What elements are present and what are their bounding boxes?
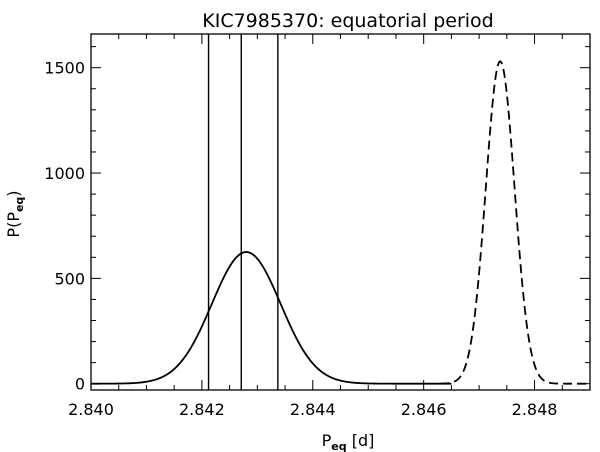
y-tick-label: 0 bbox=[75, 375, 85, 394]
x-tick-label: 2.840 bbox=[68, 400, 114, 419]
dashed-distribution-curve bbox=[440, 60, 590, 385]
y-tick-label: 1500 bbox=[44, 59, 85, 78]
solid-distribution-curve bbox=[90, 251, 452, 385]
series-group bbox=[90, 60, 590, 385]
x-tick-label: 2.842 bbox=[179, 400, 225, 419]
x-tick-label: 2.848 bbox=[512, 400, 558, 419]
y-tick-label: 1000 bbox=[44, 164, 85, 183]
x-tick-label: 2.846 bbox=[401, 400, 447, 419]
plot-frame bbox=[90, 33, 591, 391]
y-tick-label: 500 bbox=[54, 269, 85, 288]
x-tick-label: 2.844 bbox=[290, 400, 336, 419]
chart-title: KIC7985370: equatorial period bbox=[202, 10, 493, 32]
plot-border bbox=[90, 33, 591, 391]
vertical-markers bbox=[207, 34, 279, 390]
x-axis-label: Peq [d] bbox=[322, 431, 375, 452]
y-axis-label: P(Peq) bbox=[4, 190, 26, 237]
x-axis: 2.840 2.842 2.844 2.846 2.848 bbox=[68, 34, 591, 419]
